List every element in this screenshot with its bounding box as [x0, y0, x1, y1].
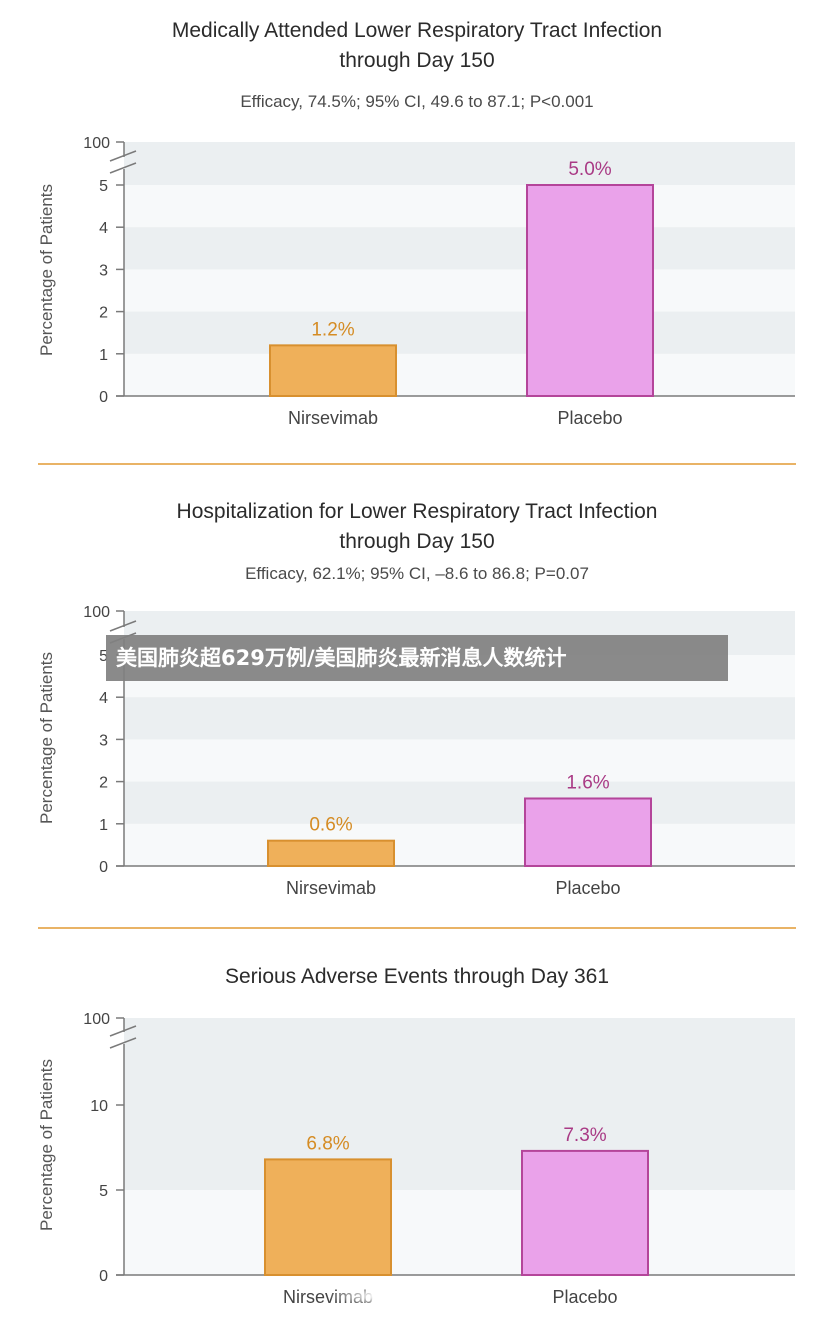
chart-title: Serious Adverse Events through Day 361: [0, 962, 834, 992]
y-tick-label: 3: [99, 732, 108, 749]
y-tick-label-break: 100: [83, 1011, 110, 1028]
bar-placebo: [521, 1149, 649, 1276]
chart-subtitle: Efficacy, 62.1%; 95% CI, –8.6 to 86.8; P…: [245, 564, 589, 583]
y-tick-label: 5: [99, 648, 108, 665]
y-tick-label: 3: [99, 262, 108, 279]
bar-value-label: 7.3%: [563, 1125, 606, 1146]
grid-band: [124, 142, 795, 185]
grid-band: [124, 311, 795, 354]
bar-value-label: 1.2%: [311, 319, 354, 340]
axis-break-mark: [109, 162, 137, 174]
x-category-label: Nirsevimab: [286, 878, 376, 898]
y-tick-label: 1: [99, 817, 108, 834]
y-tick-label: 2: [99, 305, 108, 322]
bar-placebo: [524, 797, 652, 868]
chart-title: Hospitalization for Lower Respiratory Tr…: [0, 497, 834, 557]
chart-title: Medically Attended Lower Respiratory Tra…: [0, 16, 834, 76]
y-tick-label-break: 100: [83, 604, 110, 621]
y-tick-label: 2: [99, 775, 108, 792]
chart-title-line-2: through Day 150: [339, 530, 495, 553]
section-divider: [38, 463, 796, 465]
chart-title-line-2: through Day 150: [339, 49, 495, 72]
x-category-label: Placebo: [555, 878, 620, 898]
y-tick-label: 0: [99, 859, 108, 876]
chart-panel-2: Hospitalization for Lower Respiratory Tr…: [0, 482, 834, 912]
bar-nirsevimab: [264, 1158, 392, 1276]
bar-value-label: 6.8%: [306, 1133, 349, 1154]
y-tick-label: 4: [99, 220, 108, 237]
bar-chart-2: 100 0 1 2 3 4 5 Percentage of Patients 0.6% Nirse…: [37, 604, 795, 898]
y-tick-label: 0: [99, 389, 108, 406]
y-tick-label: 5: [99, 1183, 108, 1200]
axis-break-mark: [109, 150, 137, 162]
chart-title-line-1: Serious Adverse Events through Day 361: [224, 965, 610, 988]
axis-break-mark: [109, 620, 137, 632]
bar-chart-1: 100 0 1 2 3 4 5 Percentage of Patients 1.2% Nirse…: [37, 135, 795, 428]
bar-value-label: 5.0%: [568, 159, 611, 180]
chart-panel-1: Medically Attended Lower Respiratory Tra…: [0, 0, 834, 450]
grid-band: [124, 697, 795, 740]
bar-nirsevimab: [267, 839, 395, 867]
y-axis-label: Percentage of Patients: [37, 1059, 56, 1231]
section-divider: [38, 927, 796, 929]
y-axis-label: Percentage of Patients: [37, 184, 56, 356]
y-axis-label: Percentage of Patients: [37, 652, 56, 824]
caption-overlay: 美国肺炎超629万例/美国肺炎最新消息人数统计: [106, 635, 728, 681]
chart-panel-3: Serious Adverse Events through Day 361 1…: [0, 948, 834, 1318]
x-category-label: Placebo: [557, 408, 622, 428]
watermark-blur: [330, 1286, 480, 1306]
grid-band: [124, 1105, 795, 1190]
grid-band: [124, 227, 795, 270]
x-category-label: Placebo: [552, 1287, 617, 1307]
chart-subtitle: Efficacy, 74.5%; 95% CI, 49.6 to 87.1; P…: [240, 92, 594, 111]
y-tick-label: 5: [99, 178, 108, 195]
chart-title-line-1: Hospitalization for Lower Respiratory Tr…: [176, 500, 658, 523]
x-category-label: Nirsevimab: [288, 408, 378, 428]
y-tick-label: 10: [90, 1098, 108, 1115]
chart-title-line-1: Medically Attended Lower Respiratory Tra…: [171, 19, 663, 42]
grid-band: [124, 1018, 795, 1105]
axis-break-mark: [109, 1025, 137, 1037]
bar-value-label: 1.6%: [566, 772, 609, 793]
grid-band: [124, 781, 795, 824]
y-tick-label-break: 100: [83, 135, 110, 152]
y-tick-label: 0: [99, 1268, 108, 1285]
bar-value-label: 0.6%: [309, 815, 352, 836]
axis-break-mark: [109, 1037, 137, 1049]
y-tick-label: 1: [99, 347, 108, 364]
bar-placebo: [526, 184, 654, 397]
bar-nirsevimab: [269, 344, 397, 397]
y-tick-label: 4: [99, 690, 108, 707]
